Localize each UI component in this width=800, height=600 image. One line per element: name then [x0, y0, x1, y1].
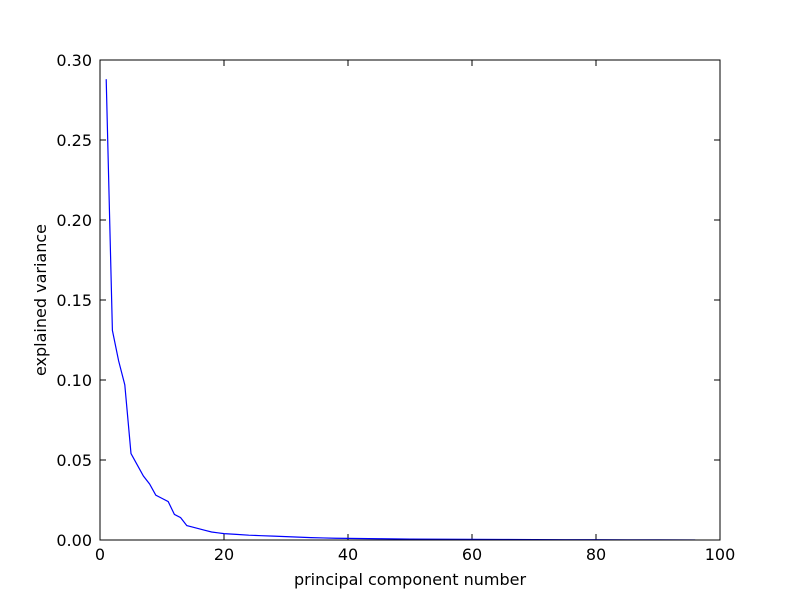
- y-tick-label: 0.25: [56, 131, 92, 150]
- series-line: [105, 79, 696, 541]
- y-tick-label: 0.00: [56, 531, 92, 550]
- plot-frame: [99, 59, 721, 541]
- tick-labels: 0 20 40 60 80 100 0.00 0.05 0.10 0.15 0.20 0.25 0.30: [56, 51, 735, 564]
- x-tick-label: 20: [214, 545, 234, 564]
- series-group: [105, 79, 696, 541]
- y-tick-label: 0.10: [56, 371, 92, 390]
- y-tick-label: 0.05: [56, 451, 92, 470]
- x-tick-label: 100: [705, 545, 736, 564]
- plot-area: [100, 60, 720, 540]
- x-tick-label: 80: [586, 545, 606, 564]
- y-tick-label: 0.15: [56, 291, 92, 310]
- x-tick-label: 40: [338, 545, 358, 564]
- x-tick-label: 0: [95, 545, 105, 564]
- x-axis-label: principal component number: [294, 570, 527, 589]
- x-tick-label: 60: [462, 545, 482, 564]
- y-axis-label: explained variance: [31, 224, 50, 376]
- y-tick-label: 0.30: [56, 51, 92, 70]
- y-tick-label: 0.20: [56, 211, 92, 230]
